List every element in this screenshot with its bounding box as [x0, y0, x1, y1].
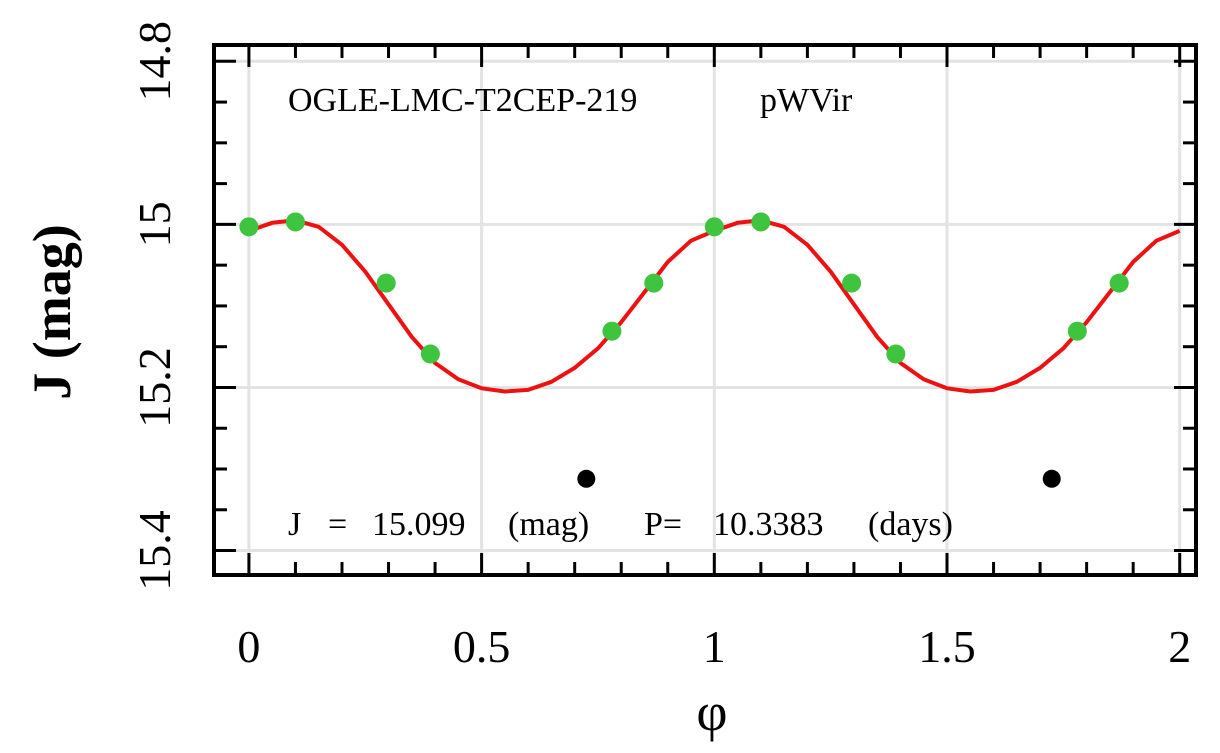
y-tick-label-1: 15 — [129, 201, 180, 247]
x-tick-label-4: 2 — [1168, 621, 1191, 672]
observations-point-4 — [602, 321, 622, 341]
equals-sign: = — [328, 506, 347, 543]
observations-point-5 — [644, 273, 664, 293]
observations-point-10 — [1067, 321, 1087, 341]
y-tick-label-2: 15.2 — [129, 347, 180, 428]
observations-point-8 — [842, 273, 862, 293]
mean-magnitude: 15.099 — [372, 506, 466, 543]
y-axis-label: J (mag) — [22, 224, 82, 399]
mean-period-annotation: J = 15.099 (mag) P= 10.3383 (days) — [288, 506, 953, 543]
outliers-point-1 — [1042, 469, 1061, 488]
observations-point-1 — [285, 212, 305, 232]
grid — [214, 45, 1196, 575]
x-tick-label-0: 0 — [237, 621, 260, 672]
observations-point-3 — [420, 344, 440, 364]
observations-point-11 — [1109, 273, 1129, 293]
period-value: 10.3383 — [713, 506, 824, 543]
x-tick-label-1: 0.5 — [453, 621, 511, 672]
tick-labels: 0 0.5 1 1.5 2 14.8 15 15.2 15.4 — [129, 21, 1191, 672]
star-type: pWVir — [760, 82, 853, 119]
x-axis-label: φ — [696, 682, 727, 742]
observations-point-9 — [886, 344, 906, 364]
period-label: P= — [644, 506, 682, 543]
plot-frame — [212, 43, 1198, 577]
x-tick-label-2: 1 — [703, 621, 726, 672]
star-name: OGLE-LMC-T2CEP-219 — [288, 82, 637, 119]
observations-point-6 — [704, 217, 724, 237]
y-tick-label-0: 14.8 — [129, 21, 180, 102]
magnitude-unit: (mag) — [508, 506, 589, 543]
observations-point-0 — [239, 217, 259, 237]
y-tick-label-3: 15.4 — [129, 510, 180, 591]
outliers-point-0 — [577, 469, 596, 488]
x-tick-label-3: 1.5 — [918, 621, 976, 672]
observations-point-7 — [751, 212, 771, 232]
period-unit: (days) — [868, 506, 953, 543]
observations-point-2 — [376, 273, 396, 293]
axis-ticks — [214, 45, 1196, 575]
data-points — [239, 212, 1129, 488]
j-label: J — [288, 506, 301, 543]
